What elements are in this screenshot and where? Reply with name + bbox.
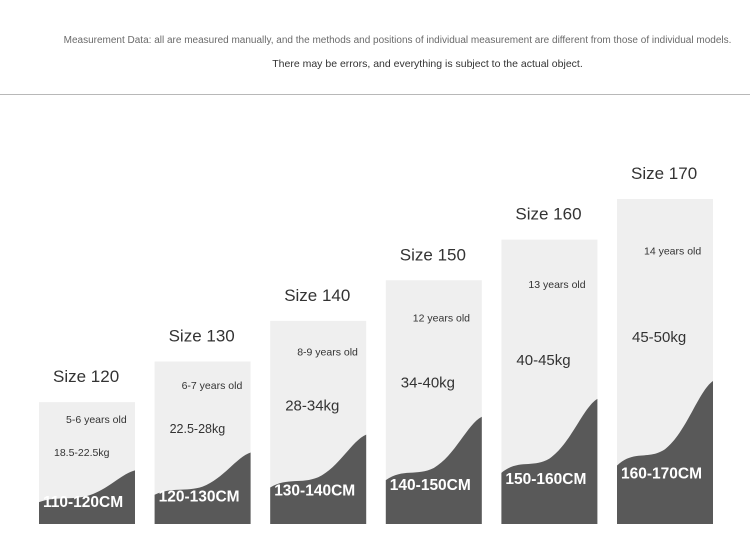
weight-label: 18.5-22.5kg bbox=[54, 447, 110, 459]
bar-wave bbox=[501, 398, 598, 524]
divider bbox=[0, 94, 750, 95]
size-label: Size 150 bbox=[400, 245, 466, 264]
age-label: 6-7 years old bbox=[182, 380, 243, 392]
age-label: 12 years old bbox=[413, 313, 470, 325]
weight-label: 22.5-28kg bbox=[170, 422, 226, 436]
measurement-note: Measurement Data: all are measured manua… bbox=[63, 35, 732, 46]
bar-wave bbox=[617, 381, 713, 524]
bar-wave bbox=[154, 452, 251, 524]
weight-label: 40-45kg bbox=[516, 352, 570, 369]
size-label: Size 120 bbox=[53, 367, 119, 386]
age-label: 14 years old bbox=[644, 245, 701, 257]
size-label: Size 170 bbox=[631, 164, 697, 183]
weight-label: 28-34kg bbox=[285, 397, 339, 414]
bar-wave bbox=[270, 434, 367, 524]
weight-label: 34-40kg bbox=[401, 375, 455, 392]
size-label: Size 160 bbox=[515, 205, 581, 224]
size-label: Size 130 bbox=[169, 327, 235, 346]
weight-label: 45-50kg bbox=[632, 329, 686, 346]
height-range-label: 130-140CM bbox=[274, 483, 355, 500]
bar-wave bbox=[39, 470, 135, 524]
height-range-label: 140-150CM bbox=[390, 477, 471, 494]
disclaimer-note: There may be errors, and everything is s… bbox=[272, 58, 583, 70]
age-label: 5-6 years old bbox=[66, 414, 127, 426]
height-range-label: 120-130CM bbox=[159, 488, 240, 505]
size-label: Size 140 bbox=[284, 286, 350, 305]
height-range-label: 160-170CM bbox=[621, 466, 702, 483]
bar-wave bbox=[385, 416, 482, 524]
height-range-label: 110-120CM bbox=[43, 494, 123, 511]
height-range-label: 150-160CM bbox=[505, 471, 586, 488]
age-label: 8-9 years old bbox=[297, 346, 358, 358]
age-label: 13 years old bbox=[528, 279, 585, 291]
